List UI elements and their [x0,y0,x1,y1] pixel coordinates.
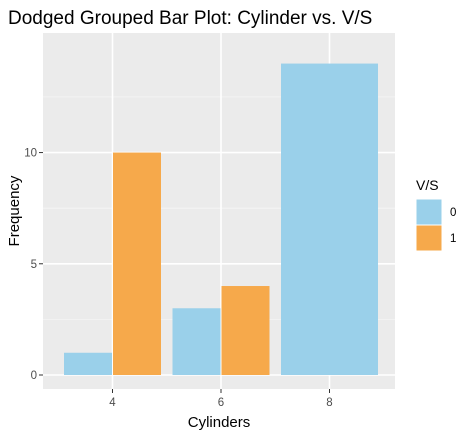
y-axis-title: Frequency [6,175,23,246]
bars [64,63,378,375]
x-tick-label: 8 [326,397,332,409]
legend-title: V/S [416,177,439,193]
legend-label-0: 0 [450,207,456,219]
bar-4-vs-0 [64,352,112,375]
x-tick-label: 6 [218,397,224,409]
axis-ticks: 0 5 10 4 6 8 [24,148,333,409]
bar-8-vs-0 [281,63,378,375]
x-axis-title: Cylinders [188,414,251,431]
y-tick-label: 0 [31,370,37,382]
x-tick-label: 4 [109,397,116,409]
y-tick-label: 10 [24,148,37,160]
legend: V/S 01 [415,177,456,252]
chart-title: Dodged Grouped Bar Plot: Cylinder vs. V/… [8,8,372,29]
legend-key-1 [415,224,443,252]
bar-6-vs-0 [172,308,221,375]
y-tick-label: 5 [31,259,37,271]
legend-items: 01 [415,198,456,252]
bar-4-vs-1 [113,152,161,375]
legend-key-0 [415,198,443,226]
legend-label-1: 1 [450,233,456,245]
bar-6-vs-1 [221,286,270,375]
